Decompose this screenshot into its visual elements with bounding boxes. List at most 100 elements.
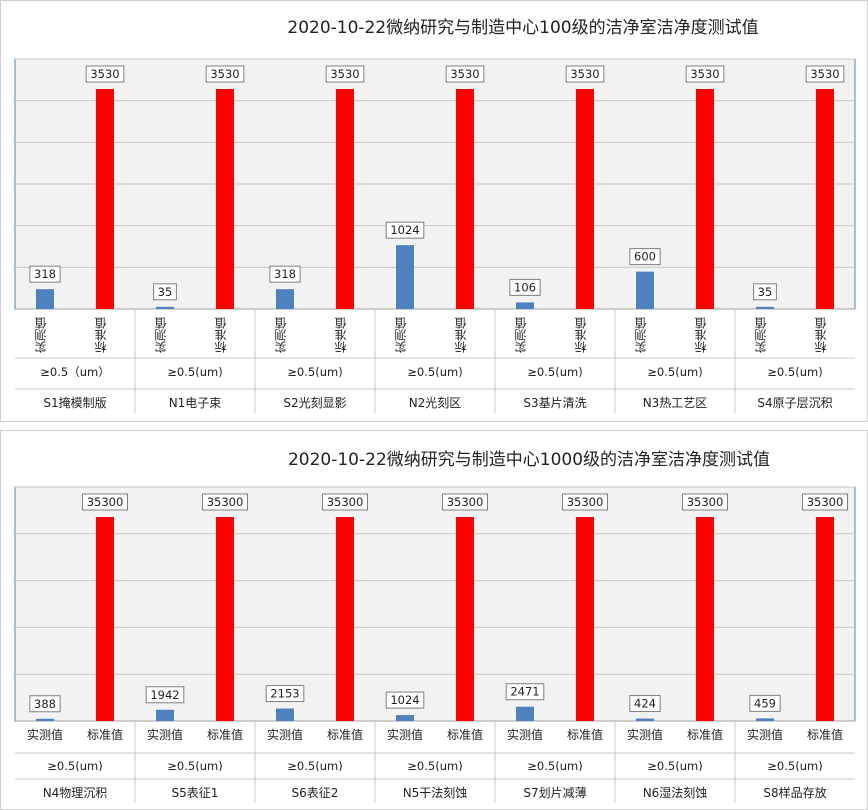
data-label-standard: 35300	[687, 495, 724, 509]
category-size-label: ≥0.5(um)	[767, 365, 822, 379]
tick-label-measured: 实测值	[507, 727, 543, 742]
gridlines	[15, 58, 855, 268]
tick-label-measured: 实测值	[154, 316, 168, 354]
bar-group: 318 3530	[269, 65, 365, 309]
tick-label-standard: 标准值	[694, 316, 708, 353]
tick-label-standard: 标准值	[334, 316, 348, 353]
bar-standard	[336, 89, 354, 309]
data-label-standard: 3530	[450, 67, 479, 81]
tick-label-measured: 实测值	[394, 316, 408, 354]
tick-label-measured: 实测值	[274, 316, 288, 354]
category-name-label: N1电子束	[169, 396, 222, 410]
category-size-label: ≥0.5(um)	[767, 759, 822, 773]
tick-label-standard: 标准值	[687, 727, 723, 742]
data-label-measured: 459	[754, 696, 776, 710]
data-label-measured-box	[509, 278, 541, 296]
data-label-standard: 3530	[810, 67, 839, 81]
tick-label-measured: 实测值	[754, 316, 768, 354]
tick-label-measured: 实测值	[267, 727, 303, 742]
tick-label-standard: 标准值	[214, 316, 228, 353]
chart-title: 2020-10-22微纳研究与制造中心1000级的洁净室洁净度测试值	[288, 450, 770, 470]
tick-label-measured: 实测值	[747, 727, 783, 742]
category-name-label: N5干法刻蚀	[403, 786, 468, 800]
data-label-standard: 35300	[327, 495, 364, 509]
tick-label-standard: 标准值	[327, 727, 363, 742]
data-label-measured-box	[29, 265, 61, 283]
data-label-standard: 35300	[207, 495, 244, 509]
bar-measured	[276, 289, 294, 309]
bar-standard	[456, 517, 474, 721]
bar-measured	[36, 289, 54, 309]
category-size-label: ≥0.5(um)	[647, 365, 702, 379]
plot-area	[14, 486, 856, 722]
data-label-standard-box	[205, 65, 245, 83]
tick-label-standard: 标准值	[807, 727, 843, 742]
data-label-standard-box	[442, 493, 488, 511]
data-label-measured-box	[29, 695, 61, 713]
data-label-measured-box	[629, 695, 661, 713]
category-name-label: N6湿法刻蚀	[643, 785, 708, 800]
data-label-standard-box	[82, 493, 128, 511]
tick-label-standard: 标准值	[454, 316, 468, 353]
chart-100-svg: 2020-10-22微纳研究与制造中心100级的洁净室洁净度测试值 318 3530…	[14, 18, 856, 413]
bar-measured	[636, 271, 654, 309]
bar-standard	[576, 89, 594, 309]
bar-standard	[216, 89, 234, 309]
chart-panel-1000: 2020-10-22微纳研究与制造中心1000级的洁净室洁净度测试值 388 353…	[0, 430, 868, 810]
category-size-label: ≥0.5(um)	[527, 759, 582, 773]
data-label-measured: 1024	[390, 693, 419, 707]
data-label-measured: 106	[514, 280, 536, 294]
bar-measured	[636, 718, 654, 721]
bar-standard	[696, 517, 714, 721]
bar-standard	[96, 517, 114, 721]
category-size-label: ≥0.5(um)	[287, 759, 342, 773]
category-size-label: ≥0.5(um)	[167, 759, 222, 773]
bar-standard	[216, 517, 234, 721]
data-label-measured-box	[385, 221, 425, 239]
data-label-measured: 600	[634, 250, 656, 264]
category-name-label: S8样品存放	[763, 785, 826, 800]
tick-label-standard: 标准值	[574, 316, 588, 353]
chart-title: 2020-10-22微纳研究与制造中心100级的洁净室洁净度测试值	[287, 18, 758, 38]
bar-group: 459 35300	[749, 493, 848, 721]
tick-label-measured: 实测值	[147, 727, 183, 742]
category-size-label: ≥0.5(um)	[647, 759, 702, 773]
category-name-label: N2光刻区	[409, 396, 462, 410]
data-label-measured: 1942	[150, 688, 179, 702]
data-label-measured-box	[265, 685, 305, 703]
bar-group: 106 3530	[509, 65, 605, 309]
data-label-standard-box	[322, 493, 368, 511]
category-name-label: N4物理沉积	[43, 786, 108, 800]
data-label-standard-box	[562, 493, 608, 511]
data-label-standard-box	[565, 65, 605, 83]
data-label-standard-box	[325, 65, 365, 83]
data-label-measured: 35	[758, 285, 773, 299]
data-label-measured-box	[629, 248, 661, 266]
bar-measured	[756, 718, 774, 721]
data-label-standard: 3530	[570, 67, 599, 81]
category-name-label: N3热工艺区	[643, 396, 708, 410]
data-label-measured-box	[385, 691, 425, 709]
bar-standard	[336, 517, 354, 721]
data-label-measured-box	[749, 694, 781, 712]
category-name-label: S5表征1	[172, 786, 219, 800]
bar-standard	[816, 89, 834, 309]
bar-measured	[276, 708, 294, 721]
data-label-standard-box	[802, 493, 848, 511]
category-name-label: S6表征2	[292, 786, 339, 800]
category-name-label: S3基片清洗	[523, 396, 586, 410]
tick-label-measured: 实测值	[387, 727, 423, 742]
tick-label-measured: 实测值	[514, 316, 528, 354]
data-label-standard-box	[682, 493, 728, 511]
data-label-standard: 35300	[447, 495, 484, 509]
data-label-measured: 318	[34, 267, 56, 281]
data-label-measured-box	[145, 686, 185, 704]
bar-group: 35 3530	[153, 65, 245, 309]
bar-standard	[696, 89, 714, 309]
tick-label-standard: 标准值	[87, 727, 123, 742]
bar-measured	[516, 302, 534, 309]
category-name-label: S1掩模制版	[43, 396, 106, 410]
bar-standard	[456, 89, 474, 309]
bar-measured	[396, 245, 414, 309]
bar-standard	[576, 517, 594, 721]
